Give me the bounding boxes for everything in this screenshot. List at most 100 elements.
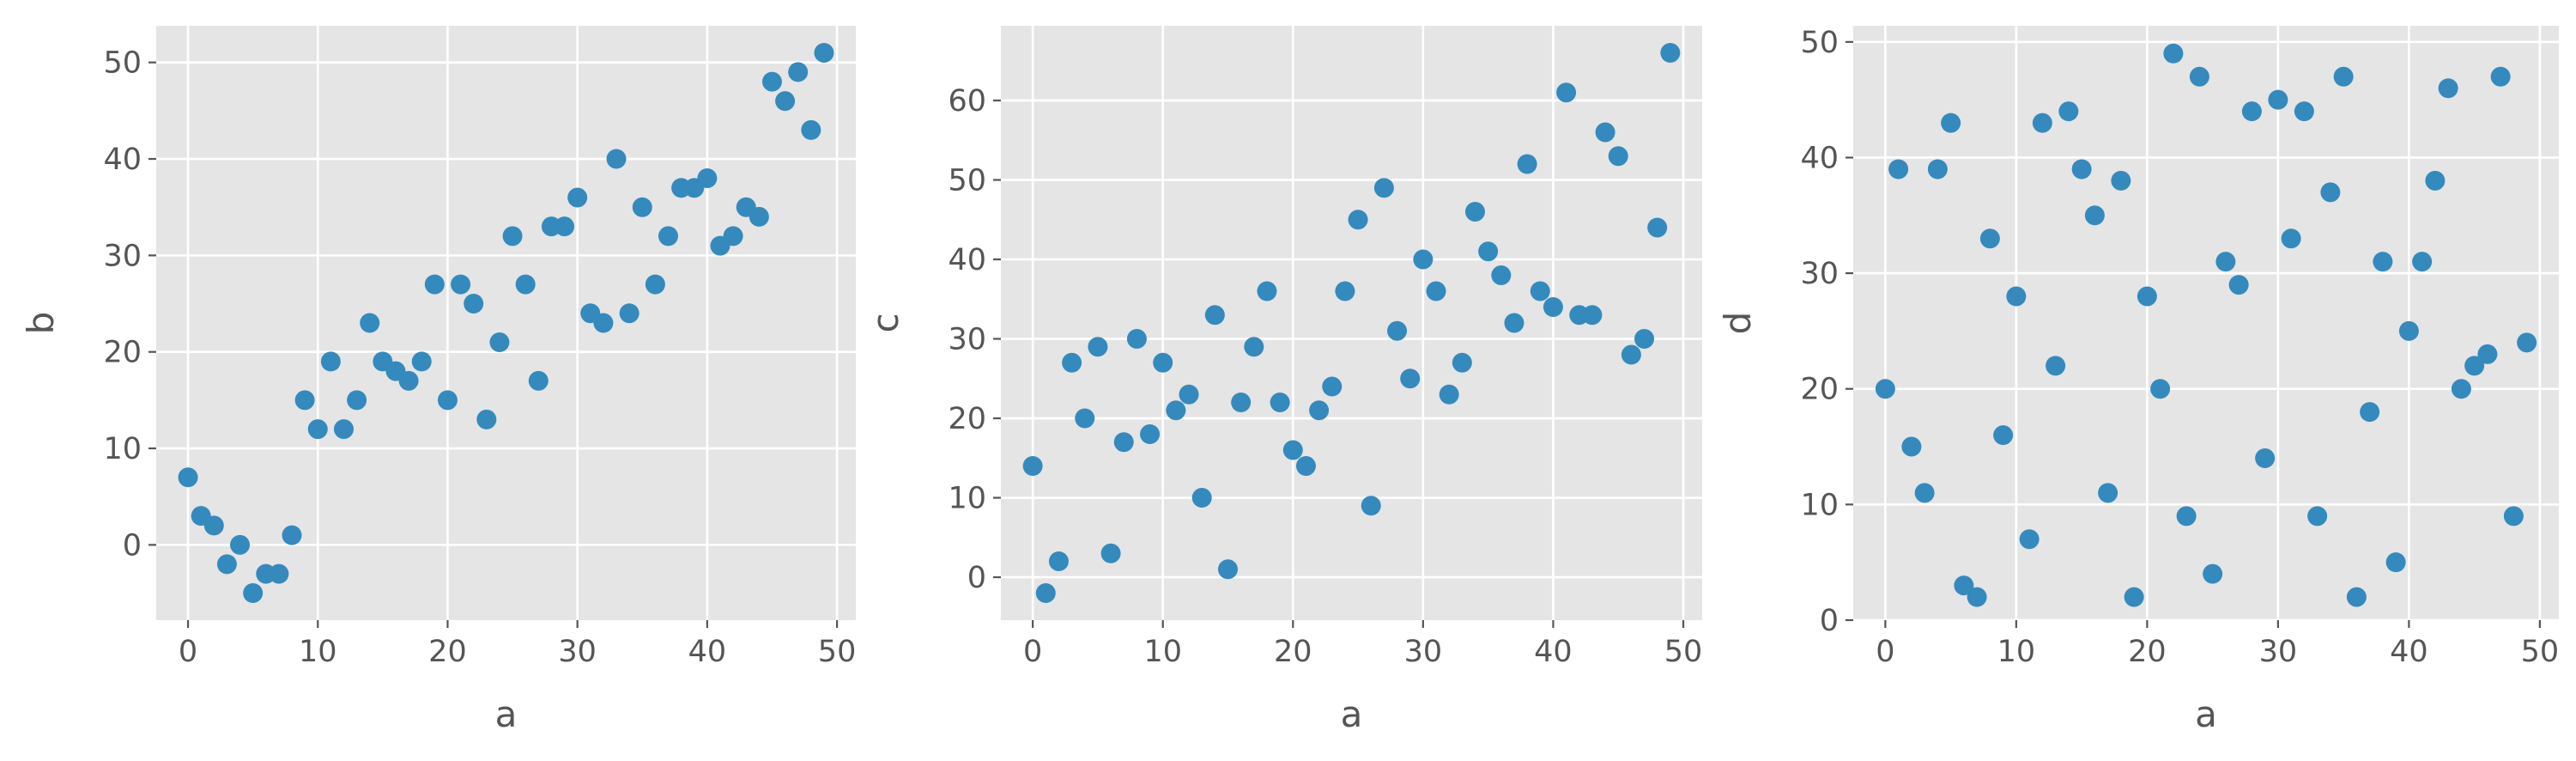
data-point xyxy=(2111,170,2131,191)
data-point xyxy=(1491,265,1512,285)
data-point xyxy=(476,409,497,429)
data-point xyxy=(2215,252,2236,272)
data-point xyxy=(1954,575,1974,596)
data-point xyxy=(230,534,251,555)
data-point xyxy=(269,563,289,584)
y-tick-label: 30 xyxy=(103,239,142,273)
data-point xyxy=(2360,402,2380,423)
data-point xyxy=(1048,551,1069,572)
data-point xyxy=(398,370,419,391)
data-point xyxy=(2228,275,2249,295)
data-point xyxy=(2189,66,2209,87)
data-point xyxy=(775,91,796,112)
data-point xyxy=(1901,436,1922,457)
plot-area xyxy=(1853,26,2559,620)
data-point xyxy=(1231,393,1252,413)
data-point xyxy=(749,206,769,227)
data-point xyxy=(1941,113,1961,133)
plot-area xyxy=(1001,26,1702,620)
x-tick-label: 20 xyxy=(2128,635,2167,669)
y-tick-label: 50 xyxy=(1800,26,1839,60)
data-point xyxy=(333,419,354,440)
y-tick-label: 30 xyxy=(948,323,986,357)
data-point xyxy=(282,525,302,545)
data-point xyxy=(360,313,380,333)
data-point xyxy=(203,515,224,536)
x-tick-label: 10 xyxy=(299,635,337,669)
data-point xyxy=(1967,587,1987,607)
y-tick-label: 0 xyxy=(1820,604,1839,638)
data-point xyxy=(2137,286,2157,307)
data-point xyxy=(1582,305,1603,326)
data-point xyxy=(723,226,743,247)
data-point xyxy=(1373,178,1394,198)
x-tick-label: 10 xyxy=(1997,635,2036,669)
data-point xyxy=(1140,424,1161,445)
data-point xyxy=(2046,356,2066,376)
data-point xyxy=(2451,379,2471,399)
data-point xyxy=(697,167,718,188)
data-point xyxy=(1647,217,1668,238)
y-tick-label: 50 xyxy=(948,163,986,198)
data-point xyxy=(1361,496,1381,516)
data-point xyxy=(1244,337,1264,357)
y-tick-label: 0 xyxy=(123,528,142,563)
data-point xyxy=(1595,122,1615,143)
data-point xyxy=(528,370,549,391)
y-axis-label: d xyxy=(1717,312,1759,335)
x-tick-label: 20 xyxy=(428,635,467,669)
y-tick-label: 40 xyxy=(103,143,142,177)
data-point xyxy=(1035,583,1056,604)
panel-d: 0 10 20 30 40 50 0 10 20 30 40 50 a d xyxy=(1717,26,2559,735)
data-point xyxy=(1452,352,1472,373)
x-tick-label: 50 xyxy=(818,635,857,669)
x-tick-label: 30 xyxy=(1404,635,1443,669)
data-point xyxy=(2176,506,2197,527)
data-point xyxy=(451,274,471,295)
data-point xyxy=(2412,252,2433,272)
data-point xyxy=(555,216,575,237)
data-point xyxy=(2255,448,2276,469)
x-tick-label: 30 xyxy=(2259,635,2298,669)
y-tick-label: 10 xyxy=(948,482,986,516)
data-point xyxy=(178,467,198,488)
data-point xyxy=(411,351,432,372)
data-point xyxy=(347,390,367,411)
data-point xyxy=(1478,241,1499,262)
y-tick-label: 30 xyxy=(1800,257,1839,291)
data-point xyxy=(2071,159,2092,180)
data-point xyxy=(1126,329,1147,350)
data-point xyxy=(294,390,315,411)
data-point xyxy=(2163,43,2184,64)
x-tick-label: 10 xyxy=(1143,635,1182,669)
data-point xyxy=(2373,252,2393,272)
data-point xyxy=(2032,113,2052,133)
data-point xyxy=(1927,159,1948,180)
data-point xyxy=(307,419,328,440)
data-point xyxy=(2268,89,2288,110)
data-point xyxy=(632,197,652,217)
data-point xyxy=(437,390,458,411)
y-tick-label: 20 xyxy=(948,402,986,436)
y-tick-label: 0 xyxy=(967,561,986,595)
data-point xyxy=(1426,281,1446,301)
data-point xyxy=(1875,379,1895,399)
data-point xyxy=(1166,400,1186,421)
data-point xyxy=(567,187,588,208)
data-point xyxy=(2385,552,2406,573)
x-tick-label: 50 xyxy=(2521,635,2560,669)
data-point xyxy=(1282,440,1303,460)
data-point xyxy=(1295,456,1316,477)
data-point xyxy=(1530,281,1550,301)
data-point xyxy=(2241,101,2262,122)
y-tick-label: 60 xyxy=(948,84,986,119)
x-tick-label: 0 xyxy=(179,635,197,669)
data-point xyxy=(1022,456,1043,477)
data-point xyxy=(2503,506,2524,527)
data-point xyxy=(2320,182,2341,203)
data-point xyxy=(801,119,821,140)
panel-c: 0 10 20 30 40 50 0 10 20 30 40 50 60 a c xyxy=(864,26,1702,735)
data-point xyxy=(1543,296,1563,317)
data-point xyxy=(1270,393,1290,413)
data-point xyxy=(1413,249,1433,270)
